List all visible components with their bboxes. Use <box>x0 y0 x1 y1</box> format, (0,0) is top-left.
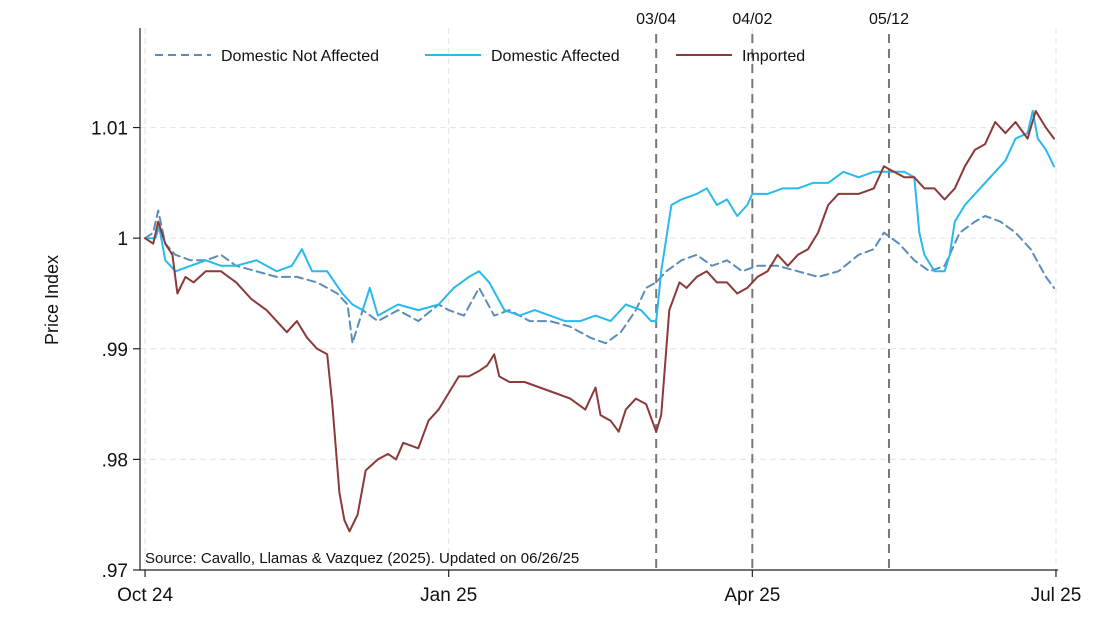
series-line-0 <box>144 209 1055 345</box>
x-tick-label-0: Oct 24 <box>117 585 173 606</box>
event-label-0: 03/04 <box>636 11 676 28</box>
legend: Domestic Not Affected Domestic Affected Im… <box>155 48 805 65</box>
y-tick-label-4: 1.01 <box>91 119 128 140</box>
series-line-2 <box>144 110 1055 533</box>
source-note: Source: Cavallo, Llamas & Vazquez (2025)… <box>145 550 579 567</box>
y-tick-label-0: .97 <box>102 561 128 582</box>
x-tick-label-1: Jan 25 <box>420 585 477 606</box>
legend-label-1: Domestic Affected <box>491 48 620 65</box>
y-tick-label-2: .99 <box>102 340 128 361</box>
x-tick-label-3: Jul 25 <box>1031 585 1082 606</box>
series-line-1 <box>144 110 1055 323</box>
y-tick-label-1: .98 <box>102 450 128 471</box>
x-tick-label-2: Apr 25 <box>724 585 780 606</box>
y-tick-label-3: 1 <box>117 229 128 250</box>
series-lines <box>144 110 1055 533</box>
event-markers: 03/04 04/02 05/12 <box>636 11 909 570</box>
y-axis-ticks: .97 .98 .99 1 1.01 <box>91 119 140 582</box>
axes <box>139 28 1058 571</box>
y-axis-title: Price Index <box>42 255 62 345</box>
x-axis-ticks: Oct 24 Jan 25 Apr 25 Jul 25 <box>117 570 1081 606</box>
event-label-2: 05/12 <box>869 11 909 28</box>
event-label-1: 04/02 <box>732 11 772 28</box>
legend-label-0: Domestic Not Affected <box>221 48 379 65</box>
grid <box>140 28 1058 571</box>
legend-label-2: Imported <box>742 48 805 65</box>
